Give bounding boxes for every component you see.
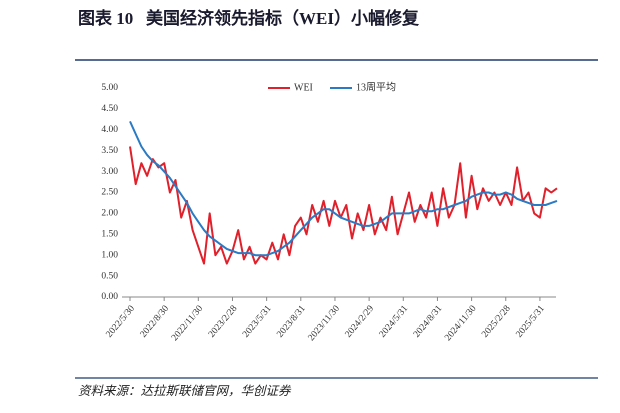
source: 资料来源：达拉斯联储官网，华创证券 <box>78 384 292 398</box>
x-tick-label: 2022/5/30 <box>105 304 138 340</box>
x-tick-label: 2023/8/31 <box>275 304 308 340</box>
x-tick-label: 2024/11/30 <box>443 304 478 344</box>
y-tick-label: 3.50 <box>101 146 118 156</box>
x-tick-label: 2022/8/30 <box>139 304 172 340</box>
x-tick-label: 2023/5/31 <box>241 304 274 340</box>
x-tick-label: 2024/2/29 <box>344 304 377 340</box>
legend-label: 13周平均 <box>356 81 396 93</box>
legend-label: WEI <box>294 82 313 93</box>
series-line <box>129 146 558 265</box>
x-tick-label: 2023/2/28 <box>207 304 240 340</box>
chart-title: 图表 10 美国经济领先指标（WEI）小幅修复 <box>78 8 420 28</box>
x-tick-label: 2022/11/30 <box>170 304 205 344</box>
x-tick-label: 2024/5/31 <box>378 304 411 340</box>
y-tick-label: 2.50 <box>101 188 118 198</box>
y-tick-label: 0.50 <box>101 271 118 281</box>
y-tick-label: 5.00 <box>101 83 118 93</box>
x-tick-label: 2023/11/30 <box>307 304 342 344</box>
y-tick-label: 4.50 <box>101 104 118 114</box>
y-tick-label: 4.00 <box>101 125 118 135</box>
series-line <box>129 120 558 257</box>
x-tick-label: 2025/5/31 <box>514 304 547 340</box>
y-tick-label: 2.00 <box>101 209 118 219</box>
y-tick-label: 1.00 <box>101 250 118 260</box>
x-tick-label: 2025/2/28 <box>480 304 513 340</box>
legend: WEI 13周平均 <box>268 81 396 93</box>
y-tick-label: 1.50 <box>101 229 118 239</box>
x-tick-label: 2024/8/31 <box>412 304 445 340</box>
y-tick-label: 0.00 <box>101 292 118 302</box>
y-tick-label: 3.00 <box>101 167 118 177</box>
